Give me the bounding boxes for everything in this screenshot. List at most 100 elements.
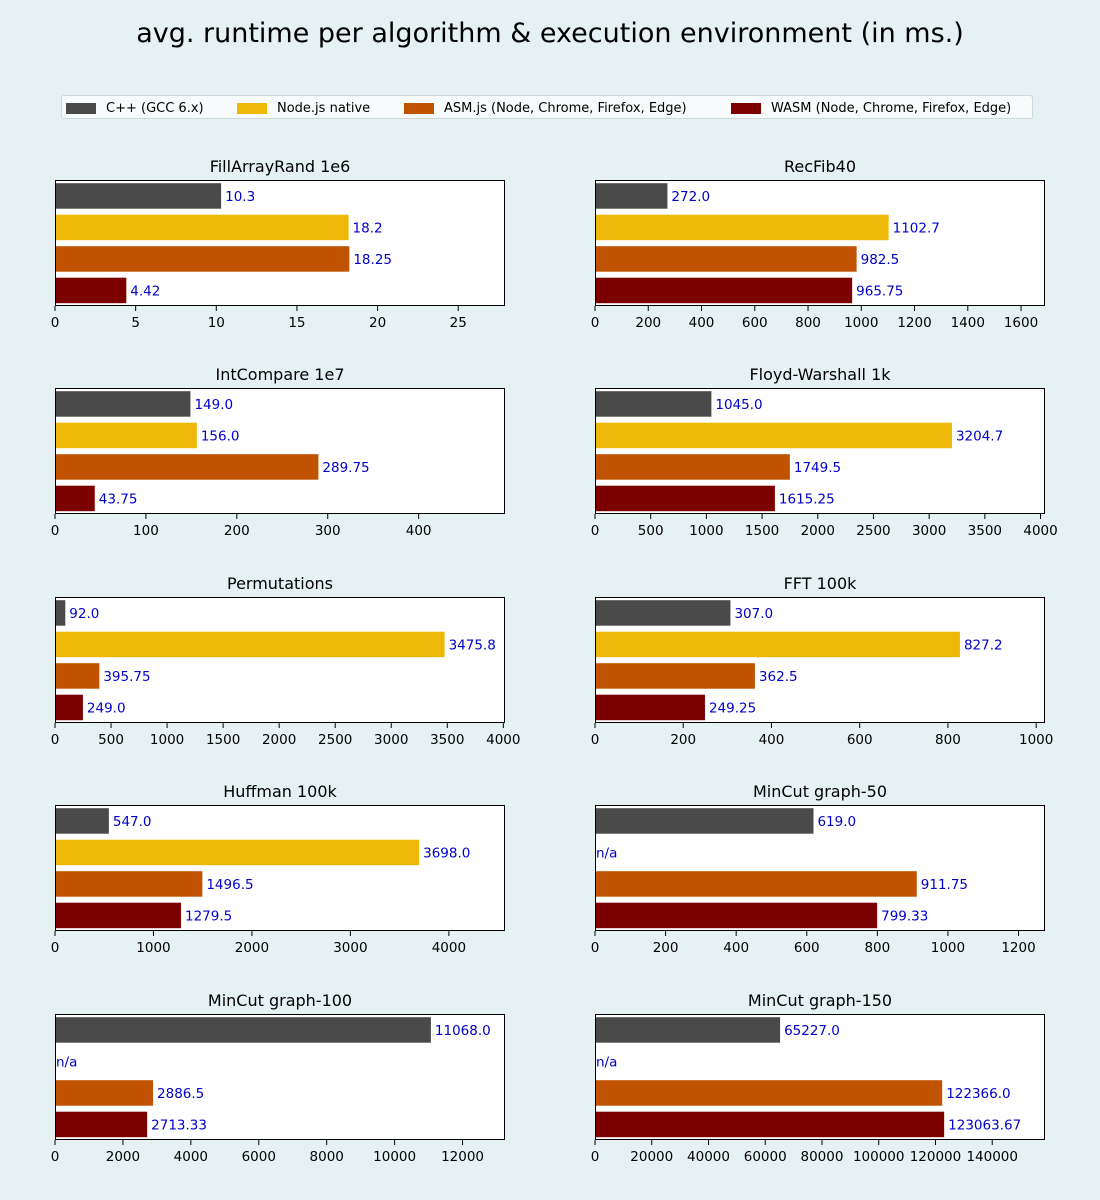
data-label: 3698.0: [423, 845, 470, 861]
data-label: 1102.7: [893, 220, 940, 236]
tick-label: 2000: [106, 1149, 140, 1165]
subplot-title: MinCut graph-100: [208, 991, 352, 1010]
subplot: IntCompare 1e7 149.0 156.0 289.75 43.75 0 100 2…: [51, 365, 505, 539]
plot-frame: [595, 388, 1045, 514]
data-label: 911.75: [921, 877, 968, 893]
tick-label: 3500: [430, 732, 464, 748]
data-label: 4.42: [130, 283, 160, 299]
bar: [55, 1080, 154, 1106]
tick-label: 1200: [1001, 940, 1035, 956]
tick-label: 2000: [262, 732, 296, 748]
bar: [595, 1080, 943, 1106]
subplot-title: RecFib40: [784, 157, 856, 176]
data-label: 18.2: [353, 220, 383, 236]
data-label: 11068.0: [435, 1023, 491, 1039]
plot-frame: [55, 1014, 505, 1140]
tick-label: 0: [51, 315, 60, 331]
bar: [55, 1017, 431, 1043]
data-label: 307.0: [734, 606, 773, 622]
tick-label: 3000: [912, 523, 946, 539]
tick-label: 400: [406, 523, 432, 539]
tick-label: 0: [51, 1149, 60, 1165]
bar: [595, 600, 731, 626]
legend-item-cpp: C++ (GCC 6.x): [66, 99, 204, 117]
tick-label: 2000: [235, 940, 269, 956]
tick-label: 5: [131, 315, 140, 331]
bar: [595, 808, 814, 834]
data-label: 289.75: [322, 460, 369, 476]
data-label: n/a: [596, 845, 617, 861]
tick-label: 0: [51, 940, 60, 956]
bar: [595, 663, 755, 689]
data-label: 156.0: [201, 428, 240, 444]
tick-label: 600: [847, 732, 873, 748]
tick-label: 1000: [689, 523, 723, 539]
bar: [55, 631, 445, 658]
data-label: 1749.5: [794, 460, 841, 476]
bar: [595, 214, 889, 241]
plot-frame: [595, 805, 1045, 931]
tick-label: 600: [794, 940, 820, 956]
tick-label: 1400: [951, 315, 985, 331]
bar: [595, 694, 705, 721]
data-label: 965.75: [856, 283, 903, 299]
subplot-title: Floyd-Warshall 1k: [749, 365, 891, 384]
plot-frame: [595, 180, 1045, 306]
data-label: 1615.25: [779, 491, 835, 507]
data-label: 18.25: [353, 252, 392, 268]
plot-frame: [55, 388, 505, 514]
plot-frame: [55, 597, 505, 723]
bar: [55, 694, 83, 721]
subplot-title: MinCut graph-150: [748, 991, 892, 1010]
subplot: MinCut graph-150 65227.0 n/a 122366.0 123063…: [591, 991, 1045, 1165]
tick-label: 1200: [897, 315, 931, 331]
legend-swatch-nodejs: [237, 102, 267, 114]
tick-label: 800: [864, 940, 890, 956]
data-label: 982.5: [861, 252, 900, 268]
legend-swatch-wasm: [731, 102, 761, 114]
bar: [55, 663, 100, 689]
tick-label: 300: [315, 523, 341, 539]
bar: [595, 454, 790, 480]
bar: [595, 871, 917, 897]
bar: [595, 1017, 781, 1043]
data-label: 43.75: [99, 491, 138, 507]
bar: [595, 1111, 945, 1138]
tick-label: 20: [369, 315, 386, 331]
tick-label: 0: [591, 1149, 600, 1165]
tick-label: 400: [689, 315, 715, 331]
legend-swatch-asmjs: [404, 102, 434, 114]
data-label: 10.3: [225, 189, 255, 205]
data-label: 249.0: [87, 700, 126, 716]
subplot: RecFib40 272.0 1102.7 982.5 965.75 0 200 400 600…: [591, 157, 1045, 331]
legend-item-asmjs: ASM.js (Node, Chrome, Firefox, Edge): [404, 99, 687, 117]
tick-label: 0: [591, 315, 600, 331]
bar: [55, 277, 127, 304]
subplot: MinCut graph-50 619.0 n/a 911.75 799.33 0 200 4…: [591, 782, 1045, 956]
tick-label: 3000: [333, 940, 367, 956]
tick-label: 1000: [136, 940, 170, 956]
data-label: 395.75: [103, 669, 150, 685]
tick-label: 0: [591, 523, 600, 539]
data-label: 547.0: [113, 814, 152, 830]
tick-label: 10: [208, 315, 225, 331]
tick-label: 4000: [1023, 523, 1057, 539]
tick-label: 120000: [910, 1149, 962, 1165]
bar: [595, 631, 960, 658]
tick-label: 12000: [441, 1149, 484, 1165]
tick-label: 1000: [844, 315, 878, 331]
tick-label: 0: [591, 732, 600, 748]
tick-label: 4000: [432, 940, 466, 956]
legend-label-asmjs: ASM.js (Node, Chrome, Firefox, Edge): [444, 100, 687, 116]
tick-label: 400: [759, 732, 785, 748]
subplot: Floyd-Warshall 1k 1045.0 3204.7 1749.5 1615.…: [591, 365, 1058, 539]
data-label: 249.25: [709, 700, 756, 716]
subplot: Huffman 100k 547.0 3698.0 1496.5 1279.5 0 1000…: [51, 782, 505, 956]
bar: [55, 902, 181, 929]
data-label: 1045.0: [715, 397, 762, 413]
plot-frame: [55, 180, 505, 306]
data-label: 2886.5: [157, 1086, 204, 1102]
tick-label: 100000: [853, 1149, 905, 1165]
subplot: FillArrayRand 1e6 10.3 18.2 18.25 4.42 0 5 10 15…: [51, 157, 505, 331]
